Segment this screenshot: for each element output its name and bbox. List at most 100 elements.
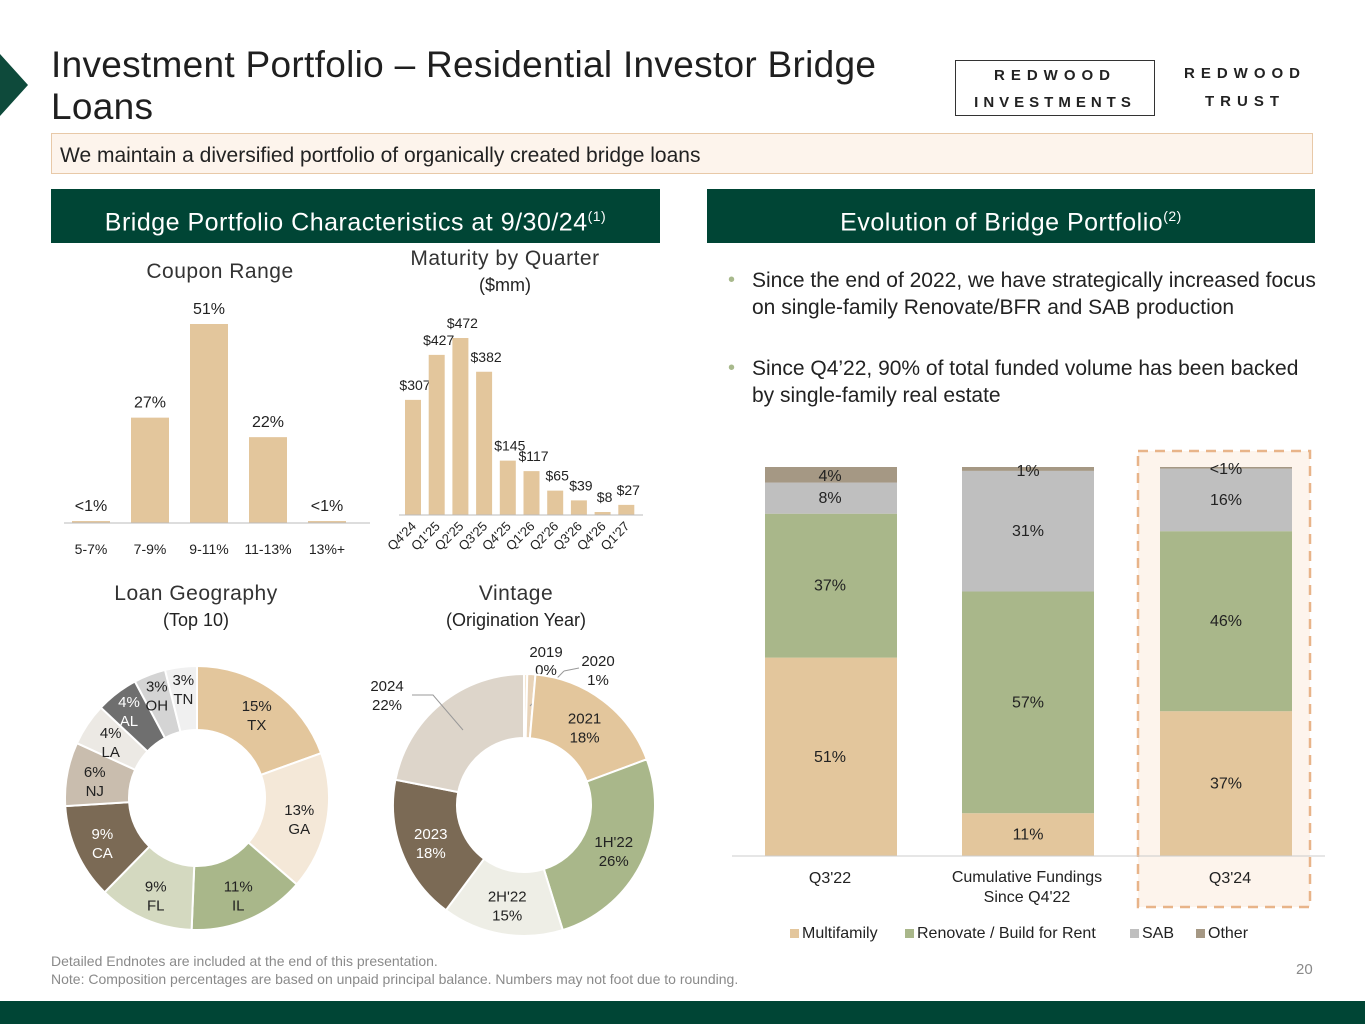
- leader-line: [412, 694, 464, 731]
- bar: [405, 399, 421, 515]
- coupon-range-chart: <1% 5-7% 27% 7-9% 51% 9-11% 22% 11-13% <1% 13%+: [64, 301, 370, 557]
- stacked-segment: [962, 470, 1094, 592]
- bar-value-label: $117: [518, 448, 548, 464]
- stacked-segment: [962, 813, 1094, 856]
- slice-pct-label: 9%: [92, 826, 114, 843]
- bar: [594, 512, 611, 515]
- segment-value-label: 46%: [1210, 613, 1242, 630]
- bar-value-label: 27%: [134, 395, 166, 412]
- slice-pct-label: 3%: [146, 678, 168, 695]
- bar: [249, 437, 287, 523]
- slice-name-label: 2023: [414, 826, 447, 843]
- slice-pct-label: 22%: [372, 697, 402, 714]
- x-tick-label: 7-9%: [134, 541, 167, 557]
- slice-name-label: LA: [101, 744, 119, 761]
- slice-pct-label: 13%: [284, 802, 314, 819]
- slice-name-label: 1H'22: [594, 834, 633, 851]
- legend-swatch: [1196, 929, 1205, 938]
- bullet-dot-icon: •: [728, 269, 736, 291]
- bar: [428, 354, 445, 515]
- maturity-chart-subtitle: ($mm): [479, 275, 531, 295]
- slice-name-label: 2020: [581, 653, 614, 670]
- segment-value-label: 51%: [814, 749, 846, 766]
- slice-pct-label: 9%: [145, 878, 167, 895]
- bar-value-label: $65: [546, 468, 570, 484]
- bar-value-label: $27: [617, 482, 641, 498]
- vintage-donut: 20190%20201%202118%1H'2226%2H'2215%20231…: [370, 644, 656, 937]
- legend-label: SAB: [1142, 925, 1174, 942]
- bar-value-label: <1%: [75, 498, 107, 515]
- left-header-text: Bridge Portfolio Characteristics at 9/30…: [104, 208, 588, 237]
- slice-pct-label: 6%: [84, 764, 106, 781]
- x-tick-label: 5-7%: [75, 541, 108, 557]
- evolution-stacked-chart: 51% 37% 8% 4% 11% 57% 31% 1% 37% 46% 16% <1% Q3'22 Cu…: [732, 449, 1325, 942]
- slice-name-label: 2H'22: [488, 889, 527, 906]
- slice-name-label: OH: [146, 697, 169, 714]
- segment-value-label: 4%: [818, 468, 841, 485]
- geography-donut: 15%TX13%GA11%IL9%FL9%CA6%NJ4%LA4%AL3%OH3…: [64, 664, 330, 931]
- slice-name-label: 2019: [529, 644, 562, 661]
- redwood-investments-logo: REDWOOD INVESTMENTS: [955, 60, 1155, 116]
- bar-value-label: $307: [399, 377, 430, 393]
- bar-value-label: $39: [569, 477, 593, 493]
- bar: [547, 490, 564, 515]
- stacked-segment: [962, 591, 1094, 814]
- bar: [452, 338, 469, 515]
- stacked-segment: [765, 657, 897, 856]
- bar-value-label: $472: [447, 315, 478, 331]
- logo-text-line1: REDWOOD: [994, 67, 1116, 84]
- legend-label: Multifamily: [802, 925, 878, 942]
- maturity-chart-title: Maturity by Quarter: [410, 247, 600, 270]
- x-tick-label: 11-13%: [244, 541, 291, 557]
- segment-value-label: 37%: [814, 578, 846, 595]
- stacked-segment: [1160, 711, 1292, 856]
- bullet-text: Since the end of 2022, we have strategic…: [752, 269, 1316, 319]
- bar: [499, 460, 516, 515]
- bullet-text: Since Q4’22, 90% of total funded volume …: [752, 357, 1299, 407]
- segment-value-label: 31%: [1012, 523, 1044, 540]
- slice-pct-label: 1%: [587, 672, 609, 689]
- donut-slice: [542, 757, 656, 932]
- page-number: 20: [1296, 961, 1313, 978]
- stacked-segment: [765, 513, 897, 658]
- legend-swatch: [905, 929, 914, 938]
- slice-pct-label: 4%: [100, 725, 122, 742]
- segment-value-label: 57%: [1012, 694, 1044, 711]
- bar-value-label: $427: [423, 332, 454, 348]
- slice-pct-label: 18%: [570, 729, 600, 746]
- logo-text-line2: INVESTMENTS: [974, 94, 1136, 111]
- summary-banner: We maintain a diversified portfolio of o…: [51, 133, 1313, 174]
- geography-chart-title: Loan Geography: [114, 582, 278, 605]
- bar-value-label: 22%: [252, 414, 284, 431]
- bar: [570, 500, 587, 515]
- summary-banner-text: We maintain a diversified portfolio of o…: [60, 144, 701, 167]
- bar: [72, 521, 110, 523]
- donut-slice: [163, 664, 198, 734]
- left-header-sup: (1): [587, 208, 607, 224]
- slice-name-label: 2024: [370, 678, 403, 695]
- stacked-segment: [765, 482, 897, 514]
- x-tick-label: Q3'24: [1209, 870, 1251, 887]
- stacked-segment: [765, 467, 897, 483]
- slice-pct-label: 3%: [172, 672, 194, 689]
- segment-value-label: 16%: [1210, 492, 1242, 509]
- bar: [308, 521, 346, 523]
- x-tick-label: 9-11%: [189, 541, 228, 557]
- slice-pct-label: 15%: [492, 908, 522, 925]
- segment-value-label: 1%: [1016, 463, 1039, 480]
- stacked-segment: [1160, 531, 1292, 712]
- slice-pct-label: 4%: [118, 694, 140, 711]
- donut-slice: [394, 672, 525, 794]
- slice-name-label: GA: [288, 821, 310, 838]
- bar: [131, 417, 169, 523]
- slice-name-label: CA: [92, 845, 113, 862]
- bar-value-label: $145: [494, 438, 525, 454]
- coupon-chart-title: Coupon Range: [146, 260, 294, 283]
- bar-value-label: $8: [597, 489, 613, 505]
- slice-name-label: FL: [147, 897, 165, 914]
- maturity-chart: $307Q4'24$427Q1'25$472Q2'25$382Q3'25$145…: [385, 315, 643, 553]
- slice-pct-label: 18%: [416, 845, 446, 862]
- stacked-segment: [962, 467, 1094, 471]
- bar: [476, 371, 493, 515]
- segment-value-label: 11%: [1013, 827, 1044, 844]
